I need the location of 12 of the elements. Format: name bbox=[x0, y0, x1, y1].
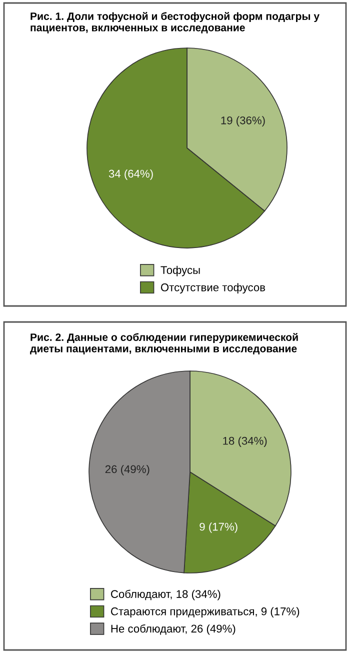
data-label: 26 (49%) bbox=[105, 464, 150, 476]
data-label: 34 (64%) bbox=[108, 169, 153, 180]
data-label: 18 (34%) bbox=[223, 436, 267, 447]
data-label: 19 (36%) bbox=[221, 116, 265, 127]
data-label: 9 (17%) bbox=[200, 522, 238, 533]
legend-label: Стараются придерживаться, 9 (17%) bbox=[111, 607, 300, 618]
legend-label: Соблюдают, 18 (34%) bbox=[111, 590, 220, 600]
legend-label: Не соблюдают, 26 (49%) bbox=[111, 624, 236, 635]
legend-label: Тофусы bbox=[160, 266, 200, 276]
chart-title: Рис. 2. Данные о соблюдении гиперурикемической диеты пациентами, включенными в исследование bbox=[30, 333, 298, 354]
chart-title: Рис. 1. Доли тофусной и бестофусной форм подагры у пациентов, включенных в исследование bbox=[30, 12, 320, 34]
legend-label: Отсутствие тофусов bbox=[160, 283, 266, 294]
